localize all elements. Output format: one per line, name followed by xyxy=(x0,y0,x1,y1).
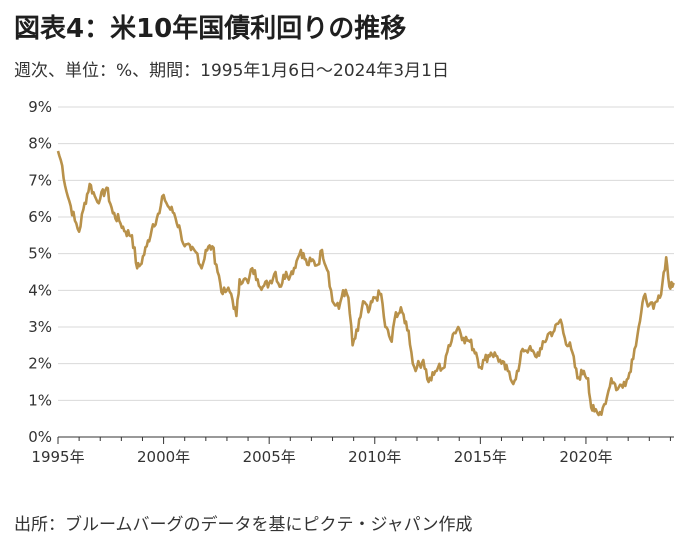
y-tick-label: 6% xyxy=(28,208,52,226)
y-tick-label: 5% xyxy=(28,245,52,263)
chart-title: 図表4：米10年国債利回りの推移 xyxy=(14,14,407,44)
y-tick-label: 8% xyxy=(28,135,52,153)
y-tick-label: 2% xyxy=(28,355,52,373)
x-tick-label: 2015年 xyxy=(454,448,507,466)
y-tick-label: 7% xyxy=(28,171,52,189)
y-tick-label: 1% xyxy=(28,391,52,409)
x-tick-label: 2000年 xyxy=(137,448,190,466)
x-tick-label: 2005年 xyxy=(243,448,296,466)
x-tick-label: 2010年 xyxy=(348,448,401,466)
source-note: 出所：ブルームバーグのデータを基にピクテ・ジャパン作成 xyxy=(14,515,473,535)
x-tick-label: 1995年 xyxy=(31,448,84,466)
x-tick-label: 2020年 xyxy=(559,448,612,466)
y-tick-label: 4% xyxy=(28,281,52,299)
series-line xyxy=(56,150,676,417)
y-tick-label: 0% xyxy=(28,428,52,446)
chart-subtitle: 週次、単位：%、期間：1995年1月6日～2024年3月1日 xyxy=(14,61,449,81)
y-tick-label: 3% xyxy=(28,318,52,336)
y-tick-label: 9% xyxy=(28,98,52,116)
